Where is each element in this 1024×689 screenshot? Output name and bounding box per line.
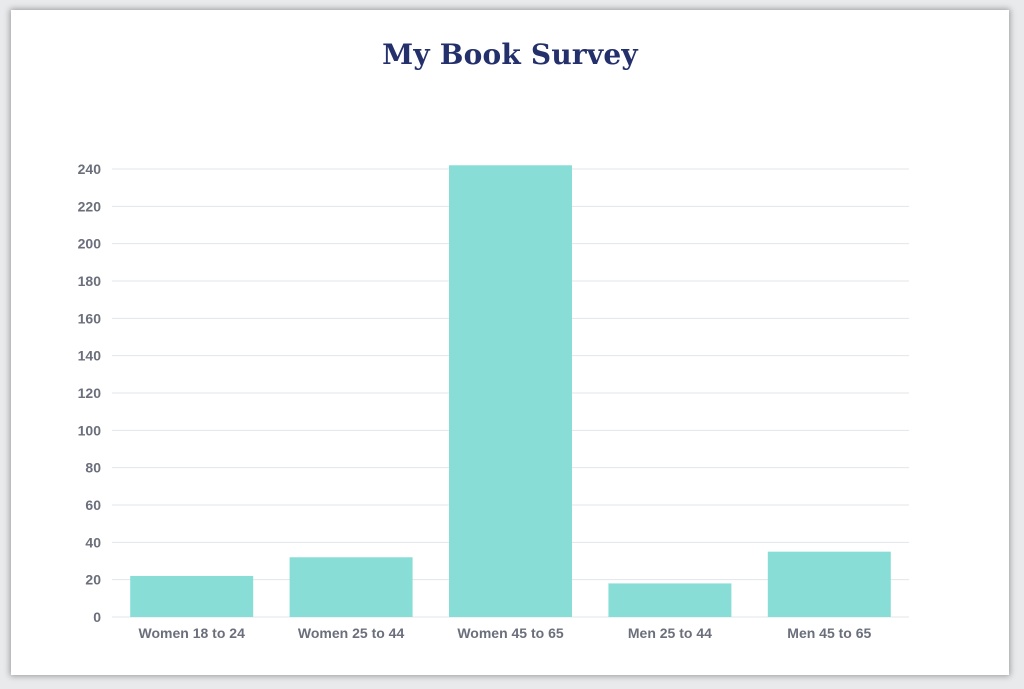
- bar: [289, 557, 413, 617]
- chart-title: My Book Survey: [382, 38, 638, 71]
- x-tick-label: Men 25 to 44: [628, 625, 712, 641]
- y-tick-label: 60: [85, 497, 101, 513]
- x-tick-label: Women 25 to 44: [298, 625, 405, 641]
- y-tick-label: 220: [78, 198, 102, 214]
- y-tick-label: 0: [93, 609, 101, 625]
- x-tick-label: Women 45 to 65: [457, 625, 564, 641]
- y-tick-label: 140: [78, 348, 102, 364]
- bar: [608, 583, 732, 617]
- y-tick-label: 100: [78, 422, 102, 438]
- y-tick-label: 160: [78, 310, 102, 326]
- bars: [130, 165, 891, 617]
- y-tick-label: 20: [85, 572, 101, 588]
- bar-chart: 0 20 40 60 80 100 120 140 160 180 200 220 240 Women …: [78, 161, 909, 641]
- bar: [130, 575, 254, 617]
- y-tick-label: 120: [78, 385, 102, 401]
- y-tick-label: 40: [85, 534, 101, 550]
- bar: [449, 165, 572, 617]
- y-tick-label: 180: [78, 273, 102, 289]
- bar: [767, 551, 891, 617]
- x-tick-label: Women 18 to 24: [139, 625, 246, 641]
- y-tick-label: 80: [85, 460, 101, 476]
- x-tick-label: Men 45 to 65: [787, 625, 871, 641]
- x-axis-labels: Women 18 to 24 Women 25 to 44 Women 45 to …: [139, 625, 872, 641]
- chart-card: My Book Survey 0 20 40 60 80 100 120 140 160 180 2…: [11, 10, 1009, 675]
- y-tick-label: 240: [78, 161, 102, 177]
- y-axis-ticks: 0 20 40 60 80 100 120 140 160 180 200 220 240: [78, 161, 102, 625]
- y-tick-label: 200: [78, 236, 102, 252]
